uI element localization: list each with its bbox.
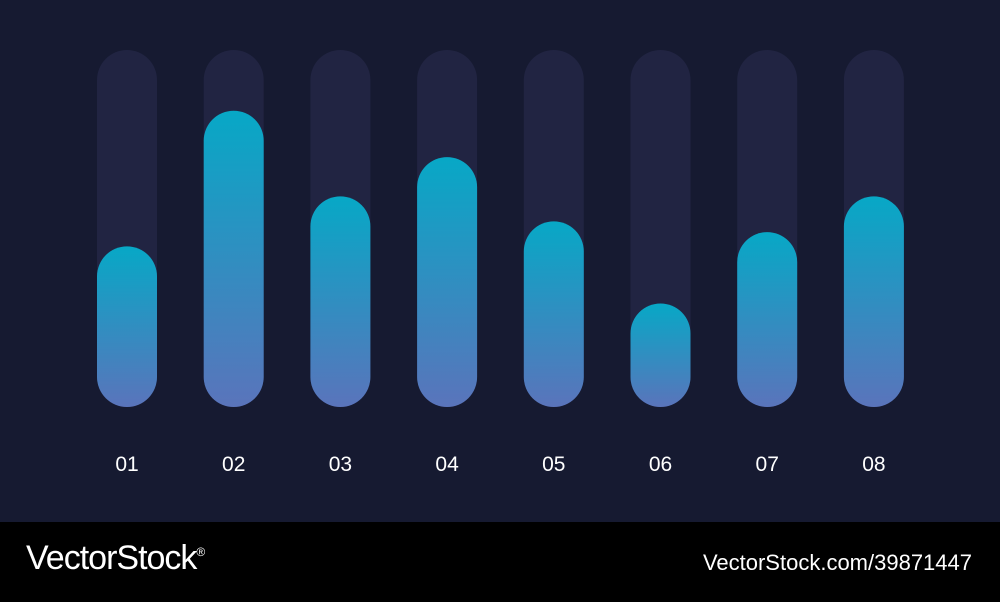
bar-04 [417,157,478,407]
category-label-05: 05 [542,453,565,476]
category-label-02: 02 [222,453,245,476]
category-label-03: 03 [329,453,352,476]
bar-06 [630,303,691,407]
category-labels: 01 02 03 04 05 06 07 08 [115,453,885,476]
bar-03 [310,196,371,407]
category-label-08: 08 [862,453,885,476]
bar-08 [843,196,904,407]
brand-logo: VectorStock® [26,539,205,578]
category-label-06: 06 [649,453,672,476]
bar-07 [737,232,798,407]
chart-area: 01 02 03 04 05 06 07 08 [97,50,904,476]
footer: VectorStock® VectorStock.com/39871447 [0,522,1000,602]
bar-05 [523,221,584,407]
registered-mark: ® [196,545,205,559]
bar-chart: 01 02 03 04 05 06 07 08 [97,50,904,476]
image-id-text: VectorStock.com/39871447 [702,550,972,575]
category-label-07: 07 [756,453,779,476]
category-label-01: 01 [115,453,138,476]
bar-02 [203,110,264,407]
brand-name: VectorStock [26,539,197,577]
bar-01 [97,246,157,407]
bars [97,110,904,407]
category-label-04: 04 [435,453,459,476]
